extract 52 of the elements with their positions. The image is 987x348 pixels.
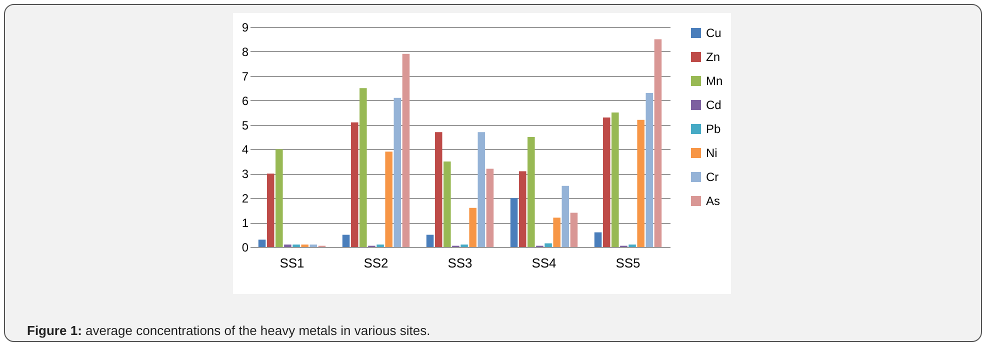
bar (342, 234, 350, 247)
x-tick-label: SS1 (280, 256, 304, 270)
bar (258, 240, 266, 247)
bar (612, 112, 619, 247)
bar (646, 93, 654, 247)
bar (426, 234, 434, 247)
legend-label: Pb (706, 122, 722, 136)
bar (434, 132, 442, 247)
y-tick-label: 8 (242, 44, 249, 59)
y-tick-label: 7 (242, 69, 249, 84)
caption: Figure 1: average concentrations of the heavy metals in various sites. (27, 323, 430, 338)
bar (528, 137, 535, 247)
bar (266, 174, 274, 247)
bar (394, 98, 402, 247)
bar (478, 132, 486, 247)
bar (570, 212, 578, 247)
bar (553, 218, 560, 247)
y-tick-label: 9 (242, 20, 249, 34)
bar (350, 122, 358, 247)
y-tick-label: 0 (242, 240, 249, 254)
y-tick-label: 3 (242, 167, 249, 182)
bar (444, 161, 451, 247)
y-tick-label: 5 (242, 118, 249, 132)
bar (276, 149, 283, 247)
bar (360, 88, 367, 247)
bar (518, 171, 526, 247)
x-tick-label: SS2 (364, 256, 388, 270)
x-tick-label: SS4 (532, 256, 556, 270)
legend-label: Cr (706, 170, 719, 184)
bar (654, 39, 662, 247)
bar (402, 54, 410, 247)
bar (544, 243, 552, 247)
bar (637, 120, 644, 247)
bar (486, 168, 494, 247)
legend-label: Mn (706, 74, 723, 88)
bar (594, 232, 602, 247)
y-tick-label: 2 (242, 192, 249, 206)
legend-label: As (706, 194, 720, 208)
x-tick-label: SS3 (448, 256, 472, 270)
legend-label: Ni (706, 146, 718, 160)
bar (602, 117, 610, 247)
legend-label: Zn (706, 50, 720, 64)
bar (562, 186, 570, 247)
y-tick-label: 4 (242, 142, 249, 157)
y-tick-label: 1 (242, 216, 249, 230)
y-tick-label: 6 (242, 94, 249, 108)
bar (385, 152, 392, 247)
legend-label: Cu (706, 26, 722, 40)
bar (510, 198, 518, 247)
x-tick-label: SS5 (616, 256, 640, 270)
bar (469, 208, 476, 247)
legend-label: Cd (706, 98, 722, 112)
